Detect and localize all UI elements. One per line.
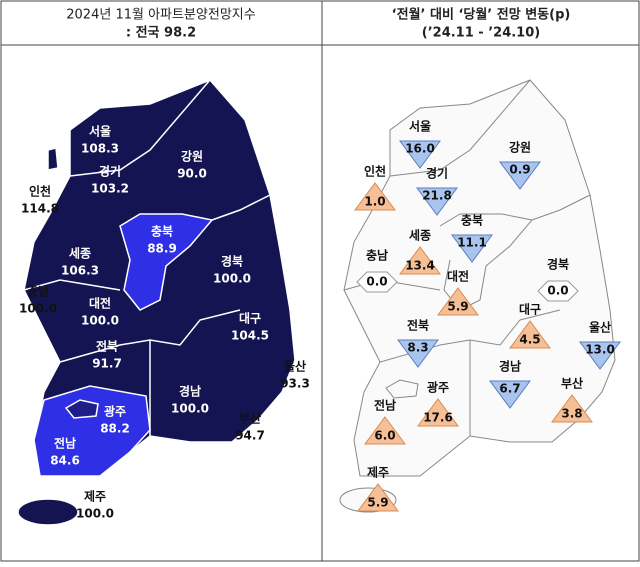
region-value: 11.1 xyxy=(457,236,487,250)
right-subtitle: (’24.11 - ’24.10) xyxy=(422,26,540,41)
region-value: 13.4 xyxy=(405,259,435,273)
region-value: 104.5 xyxy=(231,329,269,343)
region-value: 100.0 xyxy=(213,272,251,286)
trend-marker xyxy=(397,339,439,368)
region-value: 0.9 xyxy=(509,163,530,177)
region-name: 세종 xyxy=(69,246,91,261)
region-value: 91.7 xyxy=(92,357,122,371)
region-name: 부산 xyxy=(561,376,583,391)
trend-marker xyxy=(399,246,441,275)
region-name: 충북 xyxy=(461,213,483,228)
region-value: 1.0 xyxy=(364,195,385,209)
trend-marker xyxy=(537,280,579,302)
region-value: 100.0 xyxy=(81,314,119,328)
left-title: 2024년 11월 아파트분양전망지수 xyxy=(66,8,255,23)
region-name: 인천 xyxy=(364,164,386,179)
region-name: 대전 xyxy=(447,269,469,284)
region-value: 21.8 xyxy=(422,189,452,203)
region-name: 전남 xyxy=(374,398,396,413)
trend-marker xyxy=(551,394,593,423)
region-value: 17.6 xyxy=(423,411,453,425)
trend-marker xyxy=(489,380,531,409)
region-value: 3.8 xyxy=(561,407,582,421)
trend-marker xyxy=(364,416,406,445)
region-value: 6.0 xyxy=(374,429,395,443)
region-name: 울산 xyxy=(284,359,306,374)
left-map xyxy=(17,79,296,526)
region-name: 울산 xyxy=(589,320,611,335)
region-value: 94.7 xyxy=(235,429,265,443)
region-value: 84.6 xyxy=(50,454,80,468)
region-value: 13.0 xyxy=(585,343,615,357)
region-name: 경기 xyxy=(426,166,448,181)
region-value: 88.9 xyxy=(147,242,177,256)
region-value: 4.5 xyxy=(519,333,540,347)
right-title: ‘전월’ 대비 ‘당월’ 전망 변동(p) xyxy=(392,7,571,23)
region-name: 대전 xyxy=(89,296,111,311)
region-name: 전북 xyxy=(96,339,118,354)
region-value: 90.0 xyxy=(177,167,207,181)
region-name: 충남 xyxy=(27,284,49,299)
region-value: 0.0 xyxy=(547,284,568,298)
region-name: 세종 xyxy=(409,228,431,243)
region-value: 100.0 xyxy=(19,302,57,316)
region-name: 인천 xyxy=(29,184,51,199)
trend-marker xyxy=(399,140,441,169)
region-name: 광주 xyxy=(104,404,126,419)
region-name: 서울 xyxy=(89,124,111,139)
region-value: 16.0 xyxy=(405,142,435,156)
trend-marker xyxy=(416,187,458,216)
region-name: 경남 xyxy=(499,359,521,374)
region-name: 경북 xyxy=(547,258,569,272)
region-name: 서울 xyxy=(409,119,431,134)
region-value: 88.2 xyxy=(100,422,130,436)
region-value: 108.3 xyxy=(81,142,119,156)
region-name: 강원 xyxy=(509,141,531,155)
region-name: 전북 xyxy=(407,318,429,333)
region-name: 부산 xyxy=(239,411,261,426)
region-name: 경남 xyxy=(179,384,201,399)
region-name: 광주 xyxy=(427,380,449,395)
region-name: 제주 xyxy=(367,466,389,480)
trend-marker xyxy=(579,341,621,370)
trend-marker xyxy=(417,398,459,427)
region-value: 100.0 xyxy=(171,402,209,416)
region-name: 대구 xyxy=(519,303,541,317)
region-value: 5.9 xyxy=(367,496,388,510)
trend-marker xyxy=(437,287,479,316)
region-value: 100.0 xyxy=(76,507,114,521)
region-name: 경기 xyxy=(99,164,121,179)
region-value: 8.3 xyxy=(407,341,428,355)
region-value: 0.0 xyxy=(366,275,387,289)
region-value: 114.8 xyxy=(21,202,59,216)
trend-marker xyxy=(354,182,396,211)
region-value: 106.3 xyxy=(61,264,99,278)
region-name: 충북 xyxy=(151,224,173,239)
trend-marker xyxy=(356,271,398,293)
trend-marker xyxy=(509,320,551,349)
trend-marker xyxy=(357,483,399,512)
region-name: 전남 xyxy=(54,436,76,451)
region-name: 충남 xyxy=(366,248,388,263)
region-value: 5.9 xyxy=(447,300,468,314)
region-name: 대구 xyxy=(239,312,261,326)
region-name: 제주 xyxy=(84,490,106,504)
region-value: 6.7 xyxy=(499,382,520,396)
trend-marker xyxy=(451,234,493,263)
left-subtitle: : 전국 98.2 xyxy=(126,25,196,41)
trend-marker xyxy=(499,161,541,190)
region-value: 103.2 xyxy=(91,182,129,196)
region-name: 경북 xyxy=(221,255,243,269)
region-name: 강원 xyxy=(181,150,203,164)
region-value: 93.3 xyxy=(280,377,310,391)
